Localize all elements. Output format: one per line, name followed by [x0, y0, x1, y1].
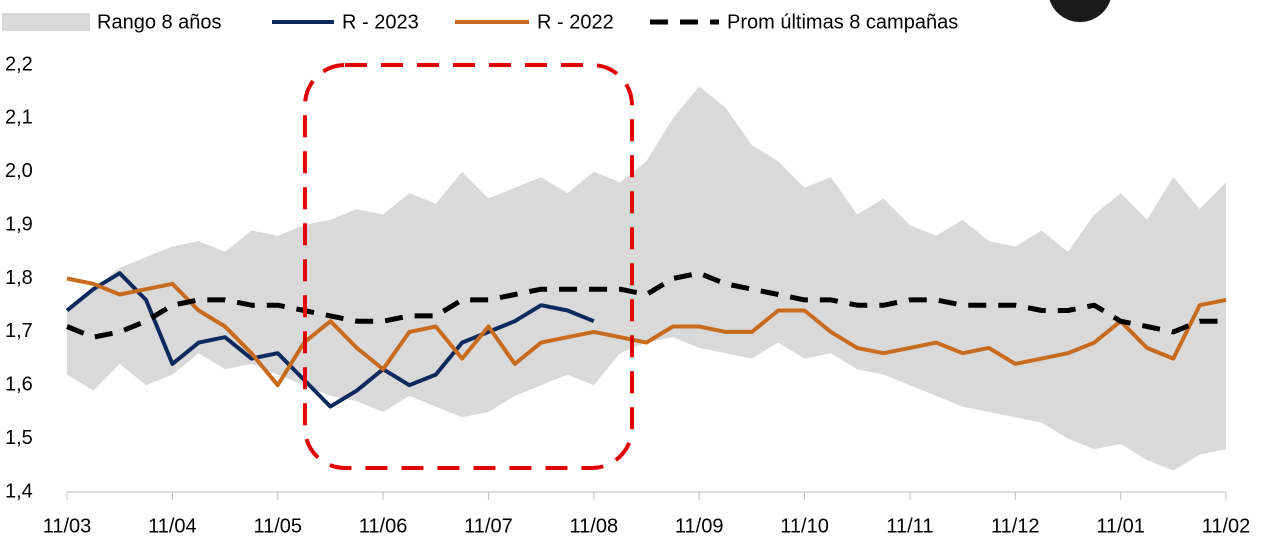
- x-tick-label: 11/09: [675, 515, 724, 537]
- legend-swatch: [2, 13, 90, 31]
- series-line: [66, 276, 1227, 388]
- range-area: [67, 86, 1226, 471]
- x-tick-label: 11/01: [1096, 515, 1145, 537]
- x-tick-label: 11/02: [1202, 515, 1251, 537]
- x-tick-label: 11/11: [886, 515, 933, 537]
- highlight-box: [303, 63, 634, 470]
- plot: 1,4 1,5 1,6 1,7 1,8 1,9 2,0 2,1 2,2 11/03 11/04 11/…: [5, 53, 1250, 537]
- legend-label: Prom últimas 8 campañas: [727, 11, 958, 33]
- y-tick-label: 2,1: [5, 107, 33, 129]
- legend: Rango 8 años R - 2023 R - 2022 Prom últimas…: [2, 11, 958, 33]
- x-tick-label: 11/03: [43, 515, 92, 537]
- logo: [1049, 0, 1111, 22]
- y-tick-label: 1,9: [5, 213, 33, 235]
- y-tick-label: 1,8: [5, 267, 33, 289]
- series-line: [66, 270, 1226, 340]
- y-tick-label: 2,0: [5, 160, 33, 182]
- x-tick-label: 11/10: [780, 515, 829, 537]
- x-tick-label: 11/05: [253, 515, 302, 537]
- x-tick-label: 11/04: [148, 515, 197, 537]
- x-tick-label: 11/12: [991, 515, 1040, 537]
- series-line: [65, 271, 595, 409]
- x-tick-label: 11/08: [570, 515, 619, 537]
- legend-label: Rango 8 años: [97, 11, 222, 33]
- y-tick-label: 1,5: [5, 427, 33, 449]
- y-tick-label: 2,2: [5, 53, 33, 75]
- y-tick-label: 1,4: [5, 480, 33, 502]
- y-tick-label: 1,6: [5, 374, 33, 396]
- legend-label: R - 2023: [342, 11, 419, 33]
- x-tick-label: 11/06: [359, 515, 408, 537]
- x-tick-label: 11/07: [464, 515, 513, 537]
- legend-label: R - 2022: [537, 11, 614, 33]
- y-tick-label: 1,7: [5, 320, 33, 342]
